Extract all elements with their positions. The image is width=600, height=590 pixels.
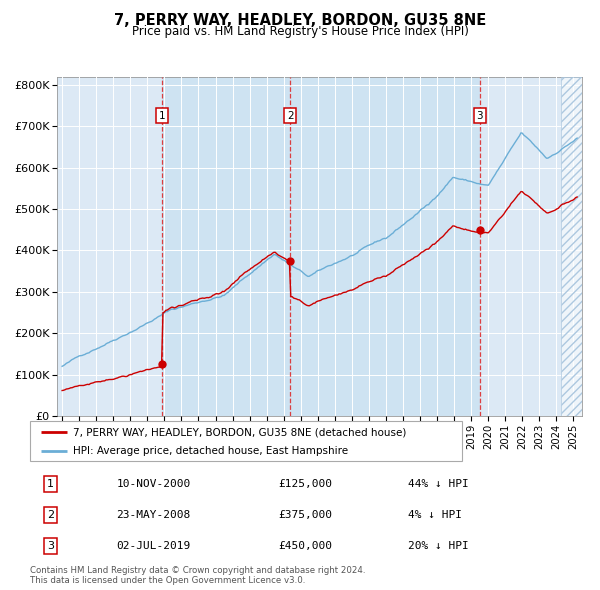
Text: 2: 2: [287, 111, 293, 121]
Text: 7, PERRY WAY, HEADLEY, BORDON, GU35 8NE: 7, PERRY WAY, HEADLEY, BORDON, GU35 8NE: [114, 13, 486, 28]
Text: 02-JUL-2019: 02-JUL-2019: [116, 541, 191, 551]
Bar: [560, 77, 599, 416]
Text: Price paid vs. HM Land Registry's House Price Index (HPI): Price paid vs. HM Land Registry's House …: [131, 25, 469, 38]
Bar: [162, 77, 290, 416]
FancyBboxPatch shape: [30, 421, 462, 461]
Text: £375,000: £375,000: [278, 510, 332, 520]
Text: £450,000: £450,000: [278, 541, 332, 551]
Text: 7, PERRY WAY, HEADLEY, BORDON, GU35 8NE (detached house): 7, PERRY WAY, HEADLEY, BORDON, GU35 8NE …: [73, 427, 407, 437]
Text: This data is licensed under the Open Government Licence v3.0.: This data is licensed under the Open Gov…: [30, 576, 305, 585]
Text: 4% ↓ HPI: 4% ↓ HPI: [408, 510, 462, 520]
Text: 1: 1: [47, 478, 54, 489]
Text: 3: 3: [47, 541, 54, 551]
Text: 20% ↓ HPI: 20% ↓ HPI: [408, 541, 469, 551]
Text: 1: 1: [158, 111, 166, 121]
Text: 2: 2: [47, 510, 54, 520]
Text: 23-MAY-2008: 23-MAY-2008: [116, 510, 191, 520]
Text: £125,000: £125,000: [278, 478, 332, 489]
Text: HPI: Average price, detached house, East Hampshire: HPI: Average price, detached house, East…: [73, 446, 349, 456]
Text: 10-NOV-2000: 10-NOV-2000: [116, 478, 191, 489]
Text: Contains HM Land Registry data © Crown copyright and database right 2024.: Contains HM Land Registry data © Crown c…: [30, 566, 365, 575]
Text: 3: 3: [476, 111, 483, 121]
Bar: [290, 77, 480, 416]
Bar: [560, 77, 599, 416]
Text: 44% ↓ HPI: 44% ↓ HPI: [408, 478, 469, 489]
